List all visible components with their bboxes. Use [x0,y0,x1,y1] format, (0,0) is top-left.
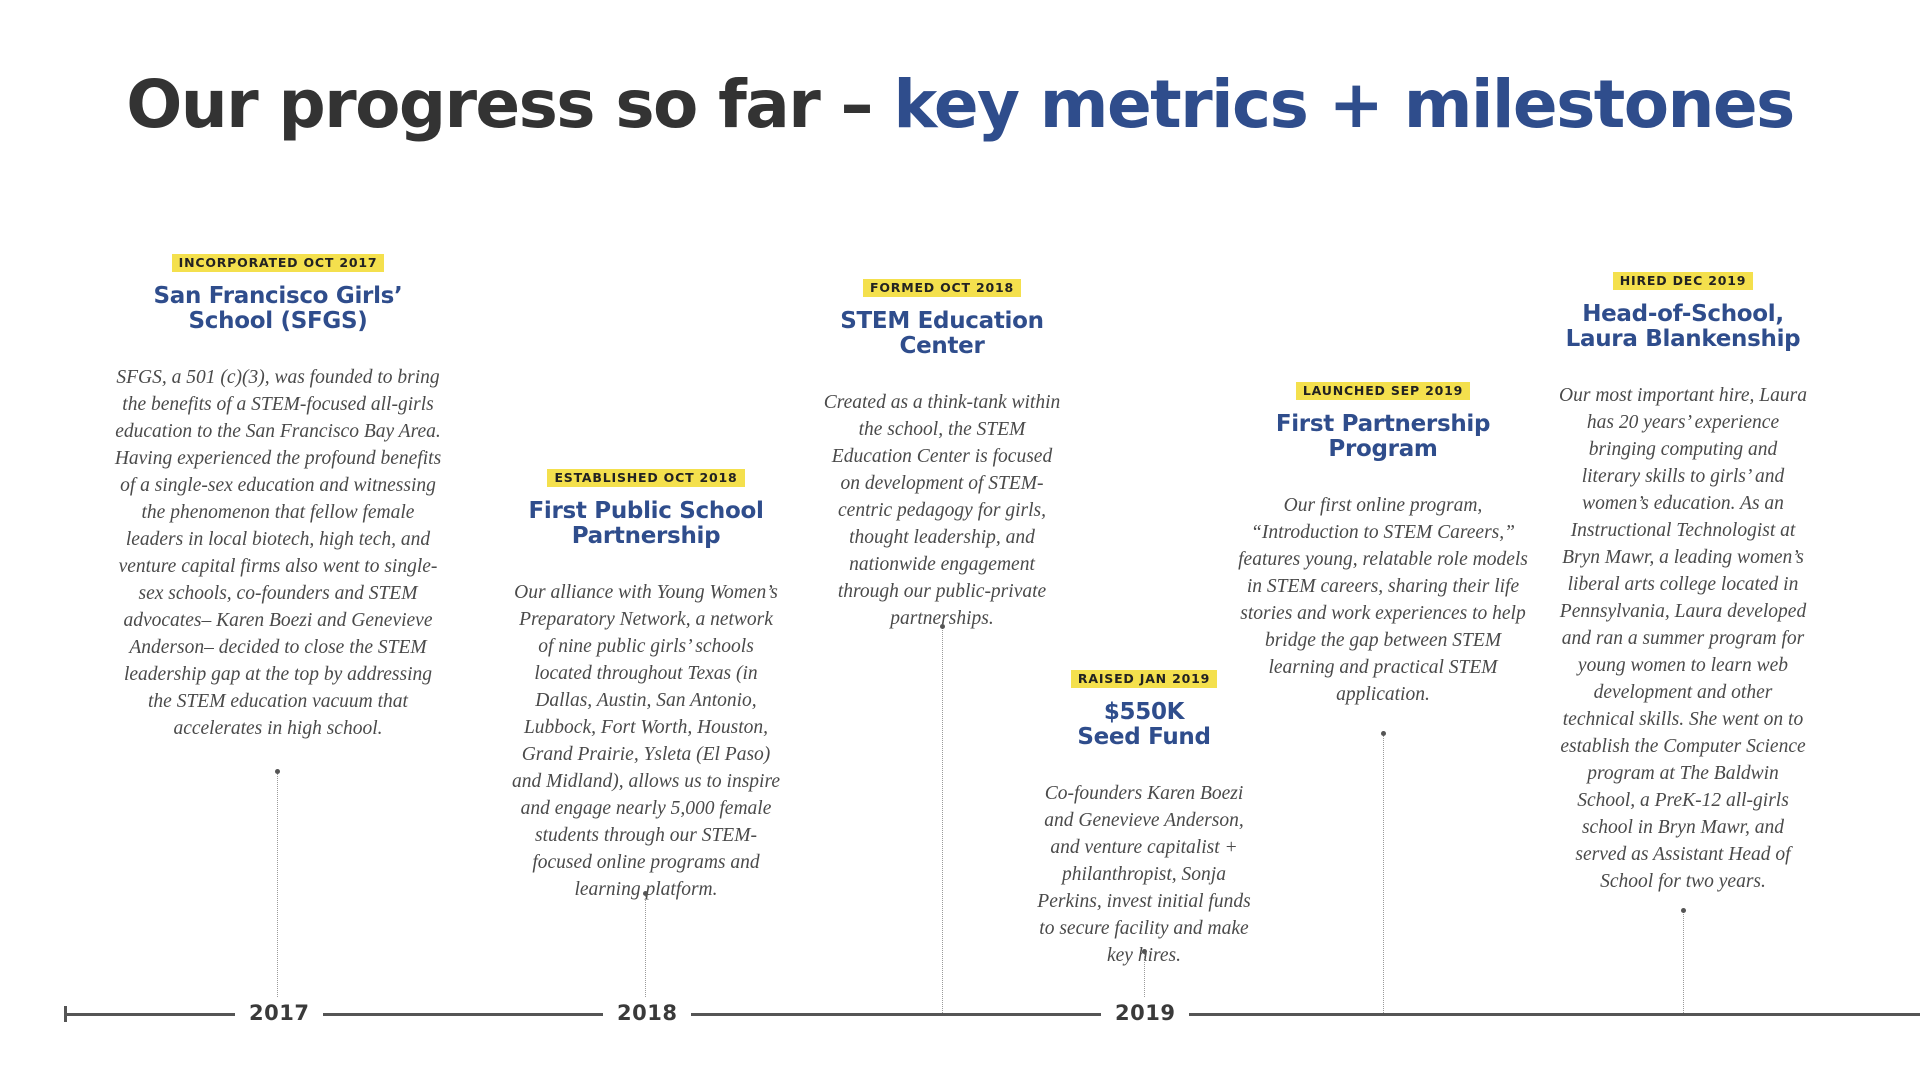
milestone-title-line: Center [899,333,985,359]
milestone-title-line: School (SFGS) [188,308,368,334]
year-label-2017: 2017 [235,998,324,1028]
milestone-title: STEM Education Center [772,309,1112,359]
connector-dot [1141,949,1147,954]
connector-dot [939,624,945,629]
milestone-title-line: Laura Blankenship [1565,326,1801,352]
milestone-head-of-school: HIRED DEC 2019 Head-of-School, Laura Bla… [1513,272,1853,895]
milestone-description: Created as a think-tank within the schoo… [823,392,1061,629]
timeline-axis [66,1013,1920,1016]
timeline-start-cap [64,1006,67,1022]
year-label-2018: 2018 [603,998,692,1028]
milestone-description: Our alliance with Young Women’s Preparat… [512,582,780,900]
title-lead: Our progress so far – [126,66,894,143]
milestone-seed-fund: RAISED JAN 2019 $550K Seed Fund Co-found… [974,670,1314,969]
milestone-stem-center: FORMED OCT 2018 STEM Education Center Cr… [772,279,1112,632]
milestone-badge: INCORPORATED OCT 2017 [171,254,385,272]
milestone-sfgs: INCORPORATED OCT 2017 San Francisco Girl… [108,254,448,742]
title-accent: key metrics + milestones [893,66,1795,143]
milestone-title-line: $550K [1103,699,1185,725]
milestone-title: San Francisco Girls’ School (SFGS) [108,284,448,334]
milestone-title-line: First Partnership [1275,411,1491,437]
milestone-title-line: Head-of-School, [1582,301,1784,327]
milestone-title-line: First Public School [528,498,764,524]
milestone-badge: LAUNCHED SEP 2019 [1295,382,1471,400]
connector-dot [1680,908,1686,913]
milestone-badge: RAISED JAN 2019 [1070,670,1218,688]
timeline-connector [1141,949,1147,1013]
milestone-title-line: Program [1328,436,1438,462]
timeline-connector [1680,908,1686,1013]
page-title: Our progress so far – key metrics + mile… [0,66,1920,143]
milestone-title-line: STEM Education [840,308,1044,334]
milestone-badge: ESTABLISHED OCT 2018 [547,469,745,487]
milestone-title-line: Seed Fund [1077,724,1211,750]
connector-dot [642,891,648,896]
connector-dot [274,769,280,774]
milestone-description: SFGS, a 501 (c)(3), was founded to bring… [114,367,442,739]
milestone-title: First Public School Partnership [476,499,816,549]
milestone-description: Our most important hire, Laura has 20 ye… [1559,385,1807,892]
connector-dot [1380,731,1386,736]
milestone-public-school: ESTABLISHED OCT 2018 First Public School… [476,469,816,903]
milestone-badge: FORMED OCT 2018 [863,279,1021,297]
timeline-connector [642,891,648,1013]
milestone-description: Our first online program, “Introduction … [1238,495,1528,705]
milestone-description: Co-founders Karen Boezi and Genevieve An… [1037,783,1251,966]
milestone-title-line: San Francisco Girls’ [153,283,403,309]
milestone-title: $550K Seed Fund [974,700,1314,750]
milestone-title: First Partnership Program [1213,412,1553,462]
timeline-connector [939,624,945,1013]
timeline-connector [1380,731,1386,1013]
timeline-connector [274,769,280,1013]
milestone-badge: HIRED DEC 2019 [1612,272,1754,290]
year-label-2019: 2019 [1101,998,1190,1028]
milestone-partnership-program: LAUNCHED SEP 2019 First Partnership Prog… [1213,382,1553,708]
milestone-title: Head-of-School, Laura Blankenship [1513,302,1853,352]
milestone-title-line: Partnership [571,523,721,549]
